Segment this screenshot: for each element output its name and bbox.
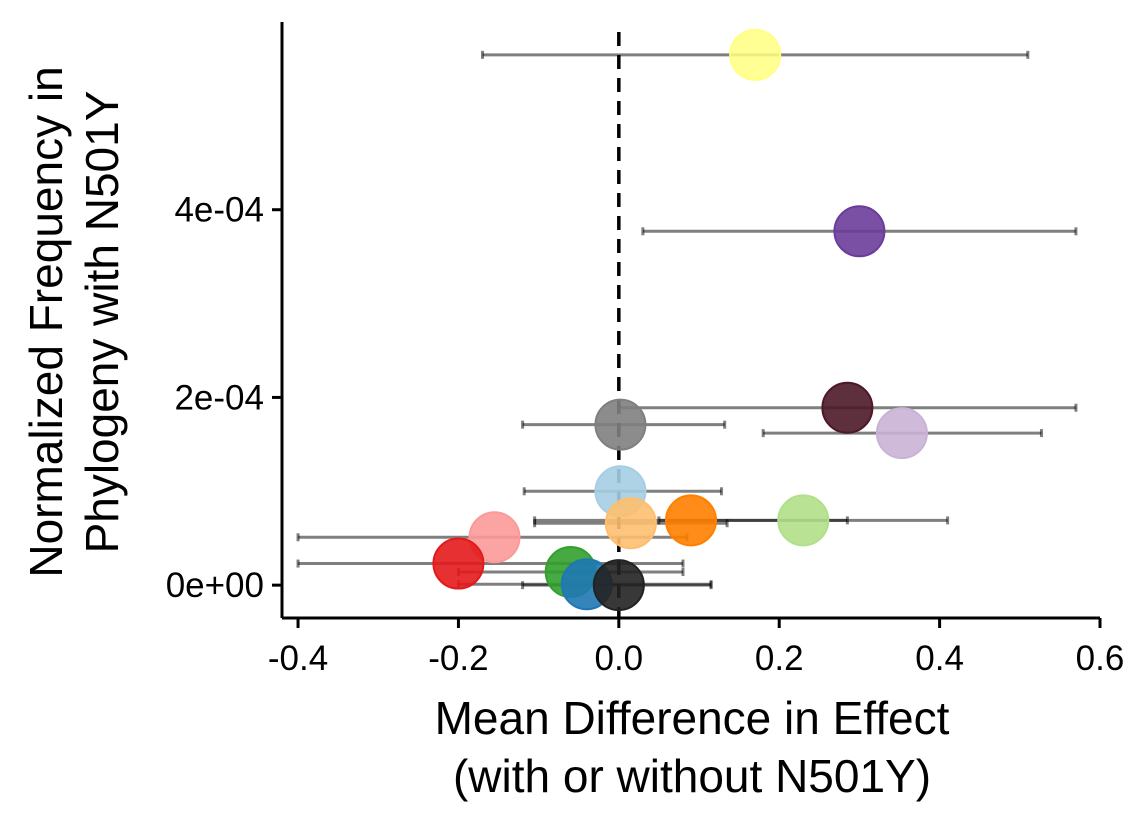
x-tick-label: 0.4 xyxy=(915,639,964,678)
y-axis-title-line-2: Phylogeny with N501Y xyxy=(76,91,128,554)
data-point xyxy=(821,381,874,434)
data-point xyxy=(665,494,717,547)
x-tick-label: 0.0 xyxy=(594,639,643,678)
x-axis-ticks: -0.4 -0.2 0.0 0.2 0.4 0.6 xyxy=(268,618,1124,678)
y-tick-label: 4e-04 xyxy=(174,191,264,230)
x-tick-label: -0.4 xyxy=(268,639,328,678)
x-tick-label: -0.2 xyxy=(428,639,488,678)
data-point xyxy=(604,497,657,550)
data-point xyxy=(594,398,647,451)
data-point xyxy=(592,559,645,612)
x-tick-label: 0.2 xyxy=(755,639,804,678)
x-axis-title-line-2: (with or without N501Y) xyxy=(453,750,931,802)
x-axis-title-line-1: Mean Difference in Effect xyxy=(435,692,950,744)
y-axis-title-2: Phylogeny with N501Y xyxy=(76,91,128,554)
x-tick-label: 0.6 xyxy=(1076,639,1125,678)
data-point xyxy=(777,494,830,547)
data-point xyxy=(833,205,886,258)
data-point xyxy=(468,511,521,564)
y-axis-title: Normalized Frequency in xyxy=(20,66,72,577)
data-point xyxy=(432,537,485,590)
data-point xyxy=(875,407,928,460)
y-tick-label: 2e-04 xyxy=(174,378,264,417)
data-points xyxy=(432,28,928,612)
data-point xyxy=(729,28,782,81)
plot-panel xyxy=(296,28,1078,618)
y-axis-title-line-1: Normalized Frequency in xyxy=(20,66,72,577)
y-axis-ticks: 0e+00 2e-04 4e-04 xyxy=(166,191,282,605)
y-tick-label: 0e+00 xyxy=(166,566,264,605)
